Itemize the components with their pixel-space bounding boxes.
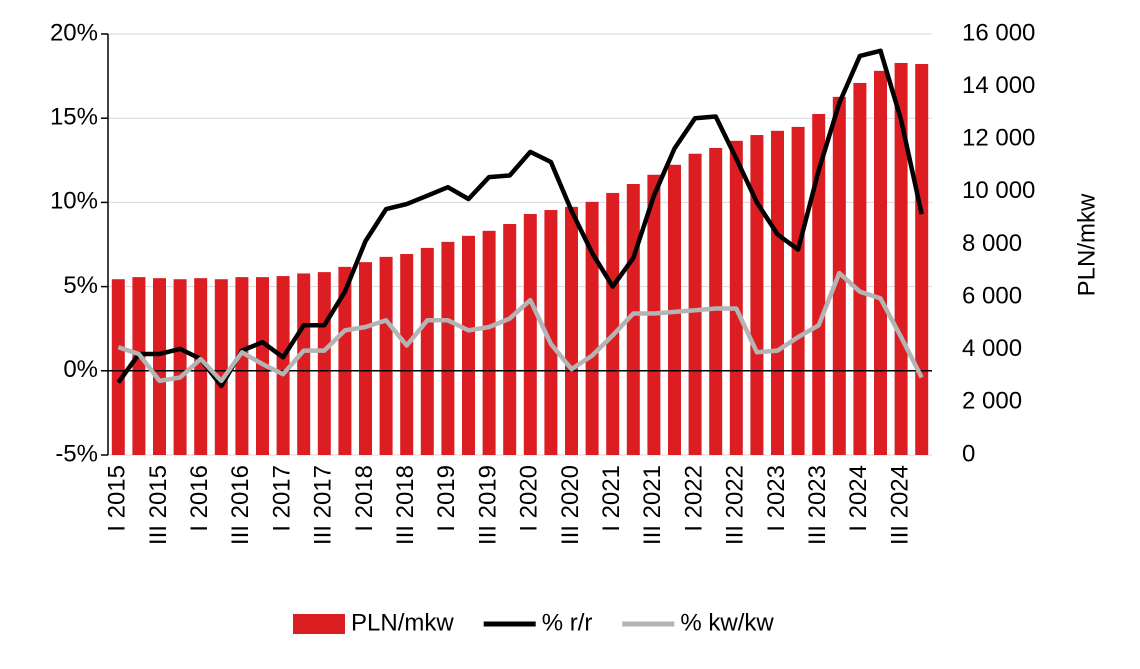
x-tick-label: III 2022 xyxy=(722,465,749,545)
legend-label: PLN/mkw xyxy=(351,609,454,636)
bar xyxy=(400,253,414,455)
x-tick-label: III 2015 xyxy=(145,465,172,545)
y2-tick-label: 16 000 xyxy=(962,19,1035,46)
bar xyxy=(812,113,826,456)
bar xyxy=(214,279,228,455)
bar xyxy=(874,70,887,456)
y2-tick-label: 4 000 xyxy=(962,335,1022,362)
bar xyxy=(359,262,372,455)
x-tick-label: I 2017 xyxy=(268,465,295,532)
bar xyxy=(441,241,455,455)
bar xyxy=(317,272,331,455)
bar xyxy=(462,235,475,455)
y-tick-label: 20% xyxy=(50,19,98,46)
x-tick-label: I 2016 xyxy=(186,465,213,532)
x-tick-label: III 2018 xyxy=(392,465,419,545)
x-tick-label: I 2020 xyxy=(516,465,543,532)
x-tick-label: I 2021 xyxy=(598,465,625,532)
bar xyxy=(565,206,578,455)
x-tick-label: III 2023 xyxy=(804,465,831,545)
bar xyxy=(688,153,702,456)
grid xyxy=(108,33,932,456)
x-tick-label: I 2018 xyxy=(351,465,378,532)
y-tick-label: 10% xyxy=(50,188,98,215)
bar xyxy=(503,223,517,455)
x-tick-label: III 2019 xyxy=(474,465,501,545)
x-tick-label: I 2024 xyxy=(845,465,872,532)
bar xyxy=(482,230,496,455)
line xyxy=(116,48,924,389)
bar xyxy=(132,277,146,455)
bar xyxy=(585,201,599,455)
x-tick-label: III 2017 xyxy=(310,465,337,545)
x-tick-label: III 2024 xyxy=(886,465,913,545)
x-tick-label: I 2023 xyxy=(763,465,790,532)
y2-tick-label: 12 000 xyxy=(962,125,1035,152)
bar xyxy=(235,277,249,455)
y-tick-label: -5% xyxy=(55,440,98,467)
legend-swatch xyxy=(293,614,345,634)
bar xyxy=(606,192,620,456)
y-tick-label: 5% xyxy=(63,272,98,299)
bar xyxy=(523,213,537,455)
legend-label: % kw/kw xyxy=(680,609,774,636)
y2-tick-label: 14 000 xyxy=(962,72,1035,99)
bar xyxy=(791,126,805,456)
x-tick-label: III 2016 xyxy=(227,465,254,545)
x-tick-label: I 2015 xyxy=(104,465,131,532)
y2-tick-label: 8 000 xyxy=(962,230,1022,257)
y-tick-label: 15% xyxy=(50,104,98,131)
bar xyxy=(173,279,187,455)
bar xyxy=(729,140,743,456)
bar xyxy=(111,279,125,455)
y2-tick-label: 0 xyxy=(962,440,975,467)
bar xyxy=(194,278,208,455)
bar xyxy=(338,266,352,455)
y-tick-label: 0% xyxy=(63,356,98,383)
line xyxy=(117,270,924,384)
bar xyxy=(771,130,784,455)
bar xyxy=(297,273,311,455)
bar xyxy=(544,210,558,455)
legend-label: % r/r xyxy=(542,609,593,636)
x-tick-label: III 2021 xyxy=(639,465,666,545)
bar xyxy=(153,278,166,455)
x-tick-label: III 2020 xyxy=(557,465,584,545)
x-tick-label: I 2019 xyxy=(433,465,460,532)
y2-tick-label: 10 000 xyxy=(962,177,1035,204)
bar xyxy=(853,82,867,455)
y2-tick-label: 2 000 xyxy=(962,388,1022,415)
y2-tick-label: 6 000 xyxy=(962,282,1022,309)
bar xyxy=(915,63,929,456)
x-tick-label: I 2022 xyxy=(680,465,707,532)
bar xyxy=(894,62,908,455)
bar xyxy=(750,135,764,456)
bar xyxy=(379,256,393,455)
y2-axis-label: PLN/mkw xyxy=(1073,193,1100,296)
bar xyxy=(420,247,434,455)
bar xyxy=(709,147,723,456)
bar xyxy=(276,276,290,455)
